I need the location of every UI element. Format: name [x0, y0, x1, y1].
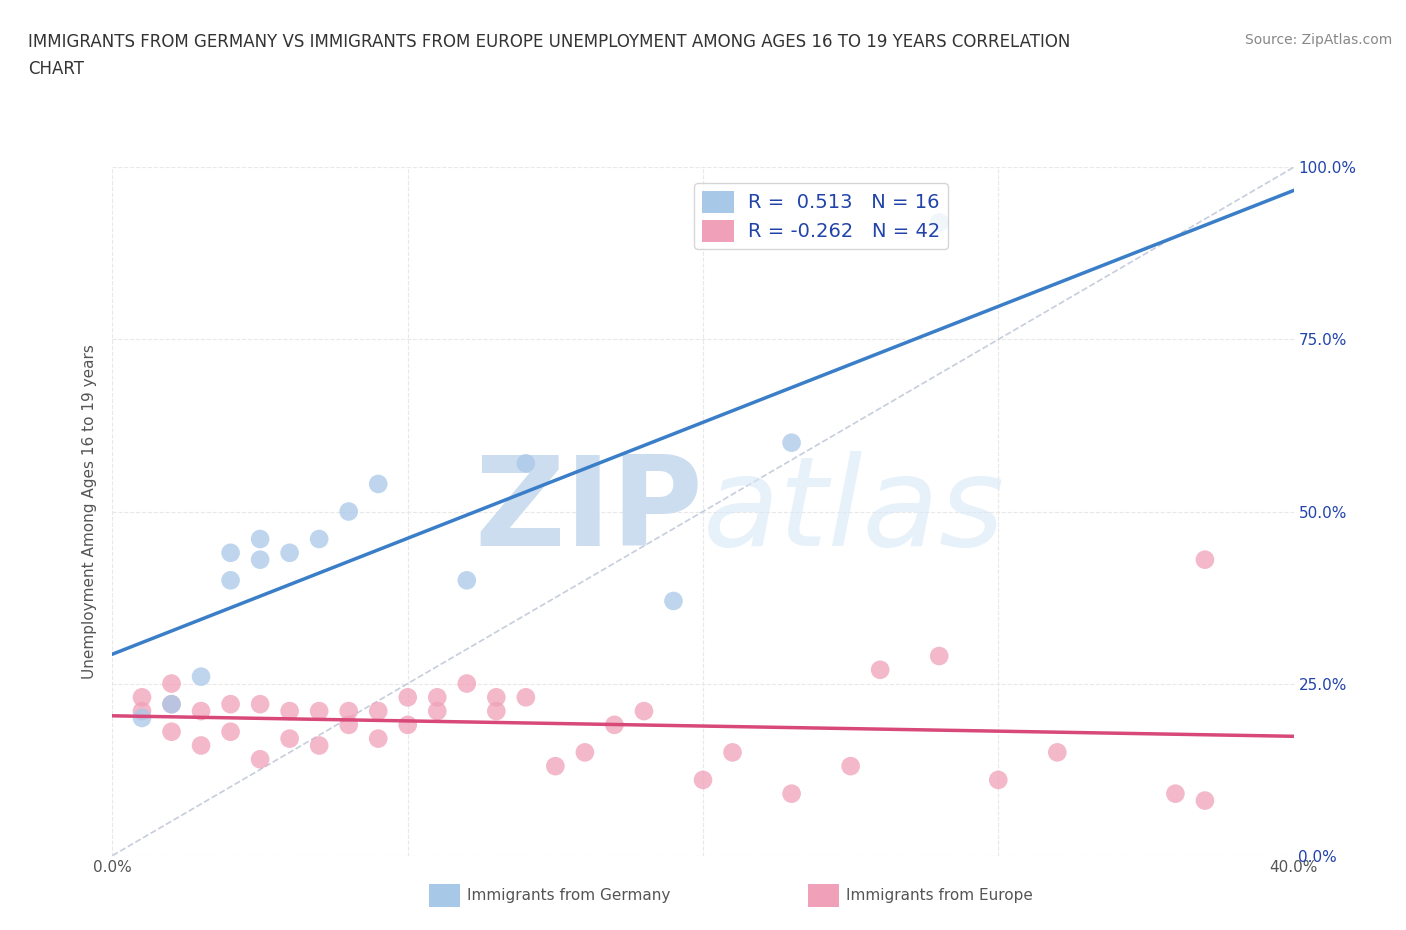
- Point: [987, 773, 1010, 788]
- Point: [160, 676, 183, 691]
- Point: [485, 690, 508, 705]
- Point: [1164, 786, 1187, 801]
- Point: [308, 738, 330, 753]
- Text: Immigrants from Germany: Immigrants from Germany: [467, 887, 671, 903]
- Text: atlas: atlas: [703, 451, 1005, 572]
- Point: [190, 670, 212, 684]
- Point: [633, 704, 655, 719]
- Point: [721, 745, 744, 760]
- Point: [219, 545, 242, 560]
- Point: [190, 704, 212, 719]
- Point: [515, 690, 537, 705]
- Point: [396, 690, 419, 705]
- Point: [190, 738, 212, 753]
- Point: [308, 532, 330, 547]
- Point: [1046, 745, 1069, 760]
- Point: [603, 717, 626, 732]
- Text: Source: ZipAtlas.com: Source: ZipAtlas.com: [1244, 33, 1392, 46]
- Point: [367, 731, 389, 746]
- Text: ZIP: ZIP: [474, 451, 703, 572]
- Point: [160, 697, 183, 711]
- Point: [1194, 552, 1216, 567]
- Point: [456, 573, 478, 588]
- Text: IMMIGRANTS FROM GERMANY VS IMMIGRANTS FROM EUROPE UNEMPLOYMENT AMONG AGES 16 TO : IMMIGRANTS FROM GERMANY VS IMMIGRANTS FR…: [28, 33, 1070, 50]
- Point: [131, 690, 153, 705]
- Point: [249, 532, 271, 547]
- Point: [574, 745, 596, 760]
- Text: Immigrants from Europe: Immigrants from Europe: [846, 887, 1033, 903]
- Point: [249, 697, 271, 711]
- Point: [131, 704, 153, 719]
- Point: [160, 724, 183, 739]
- Point: [278, 545, 301, 560]
- Text: CHART: CHART: [28, 60, 84, 78]
- Point: [515, 456, 537, 471]
- Point: [869, 662, 891, 677]
- Point: [219, 724, 242, 739]
- Point: [456, 676, 478, 691]
- Point: [928, 215, 950, 230]
- Point: [219, 573, 242, 588]
- Point: [278, 704, 301, 719]
- Point: [426, 690, 449, 705]
- Point: [131, 711, 153, 725]
- Point: [928, 648, 950, 663]
- Point: [219, 697, 242, 711]
- Point: [662, 593, 685, 608]
- Point: [367, 704, 389, 719]
- Point: [544, 759, 567, 774]
- Point: [249, 751, 271, 766]
- Point: [692, 773, 714, 788]
- Point: [780, 435, 803, 450]
- Point: [337, 717, 360, 732]
- Legend: R =  0.513   N = 16, R = -0.262   N = 42: R = 0.513 N = 16, R = -0.262 N = 42: [695, 183, 948, 249]
- Point: [1194, 793, 1216, 808]
- Point: [308, 704, 330, 719]
- Point: [249, 552, 271, 567]
- Point: [278, 731, 301, 746]
- Point: [780, 786, 803, 801]
- Point: [337, 504, 360, 519]
- Point: [485, 704, 508, 719]
- Point: [367, 476, 389, 491]
- Point: [160, 697, 183, 711]
- Point: [396, 717, 419, 732]
- Point: [426, 704, 449, 719]
- Y-axis label: Unemployment Among Ages 16 to 19 years: Unemployment Among Ages 16 to 19 years: [82, 344, 97, 679]
- Point: [839, 759, 862, 774]
- Point: [337, 704, 360, 719]
